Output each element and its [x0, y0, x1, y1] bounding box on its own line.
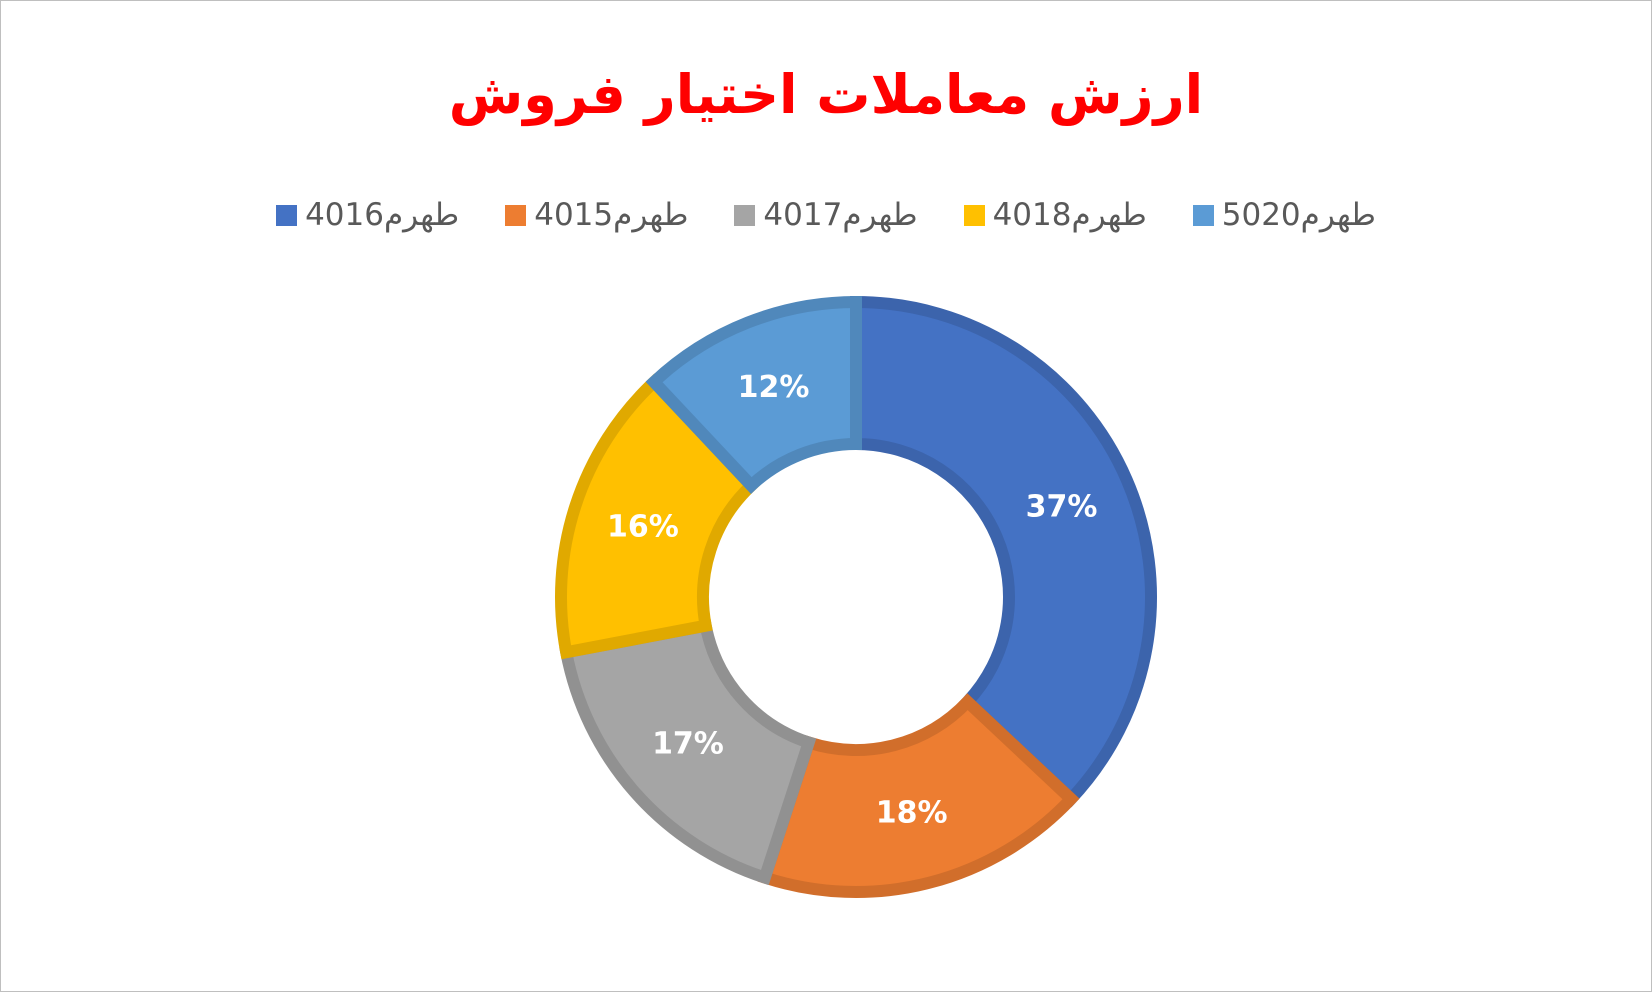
legend-swatch [734, 204, 756, 226]
data-label: 16% [607, 509, 679, 544]
legend-label: طهرم4018 [992, 197, 1147, 233]
donut-segment [645, 295, 862, 494]
data-label: 17% [652, 727, 724, 762]
legend-label: طهرم4015 [534, 197, 689, 233]
donut-segment [555, 373, 760, 660]
donut-segment [757, 693, 1080, 898]
legend-swatch [276, 204, 298, 226]
data-label: 18% [876, 795, 948, 830]
legend-item: طهرم5020 [1192, 197, 1376, 233]
legend-item: طهرم4015 [505, 197, 688, 233]
legend-item: طهرم4018 [963, 197, 1147, 233]
legend-label: طهرم4017 [763, 197, 918, 233]
donut-segment [559, 618, 817, 886]
legend: طهرم4016 طهرم4015 طهرم4017 طهرم4018 طهرم5020 [1, 197, 1651, 233]
legend-label: طهرم5020 [1221, 197, 1376, 233]
legend-item: طهرم4017 [734, 197, 918, 233]
donut-segment [850, 295, 1157, 808]
data-label: 12% [738, 370, 810, 405]
chart-title: ارزش معاملات اختیار فروش [448, 63, 1204, 126]
legend-label: طهرم4016 [305, 197, 460, 233]
legend-swatch [963, 204, 985, 226]
legend-item: طهرم4016 [276, 197, 459, 233]
legend-swatch [505, 204, 527, 226]
legend-swatch [1192, 204, 1214, 226]
data-label: 37% [1026, 490, 1098, 525]
